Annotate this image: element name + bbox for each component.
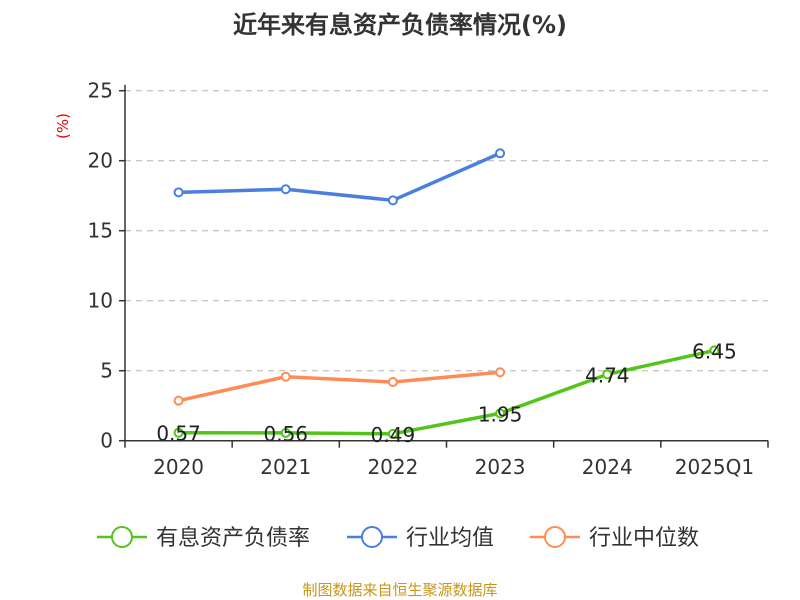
y-tick-label: 5 [100, 359, 113, 383]
legend-label: 行业中位数 [589, 526, 699, 551]
data-label: 0.57 [156, 422, 201, 446]
data-point [173, 187, 184, 198]
series-line-2 [178, 370, 501, 403]
legend-label: 有息资产负债率 [156, 526, 310, 551]
legend-label: 行业均值 [406, 526, 494, 551]
data-point [709, 345, 720, 356]
data-point [602, 369, 613, 380]
data-point [280, 427, 291, 438]
data-point [280, 371, 291, 382]
data-label: 0.49 [371, 423, 416, 447]
y-tick-label: 25 [88, 79, 113, 103]
y-tick-label: 15 [88, 219, 113, 243]
data-label: 1.95 [478, 402, 523, 426]
data-point [387, 428, 398, 439]
data-label: 4.74 [585, 363, 630, 387]
source-note: 制图数据来自恒生聚源数据库 [302, 581, 497, 599]
data-point [173, 427, 184, 438]
series-line-0 [178, 348, 715, 436]
y-axis-label: (%) [54, 113, 72, 139]
legend-marker [544, 526, 566, 548]
chart-title: 近年来有息资产负债率情况(%) [233, 11, 567, 39]
x-tick-label: 2023 [475, 455, 526, 479]
legend-marker [361, 526, 383, 548]
data-label: 0.56 [263, 422, 308, 446]
data-point [387, 195, 398, 206]
x-tick-label: 2022 [367, 455, 418, 479]
x-tick-label: 2020 [153, 455, 204, 479]
data-point [387, 377, 398, 388]
data-point [495, 367, 506, 378]
data-point [495, 148, 506, 159]
x-tick-label: 2025Q1 [675, 455, 754, 479]
y-tick-label: 0 [100, 429, 113, 453]
data-point [173, 395, 184, 406]
x-tick-label: 2021 [260, 455, 311, 479]
data-point [495, 408, 506, 419]
y-tick-label: 20 [88, 149, 113, 173]
series-line-1 [178, 151, 501, 203]
data-point [280, 184, 291, 195]
y-tick-label: 10 [88, 289, 113, 313]
x-tick-label: 2024 [582, 455, 633, 479]
legend-marker [111, 526, 133, 548]
data-label: 6.45 [692, 339, 737, 363]
